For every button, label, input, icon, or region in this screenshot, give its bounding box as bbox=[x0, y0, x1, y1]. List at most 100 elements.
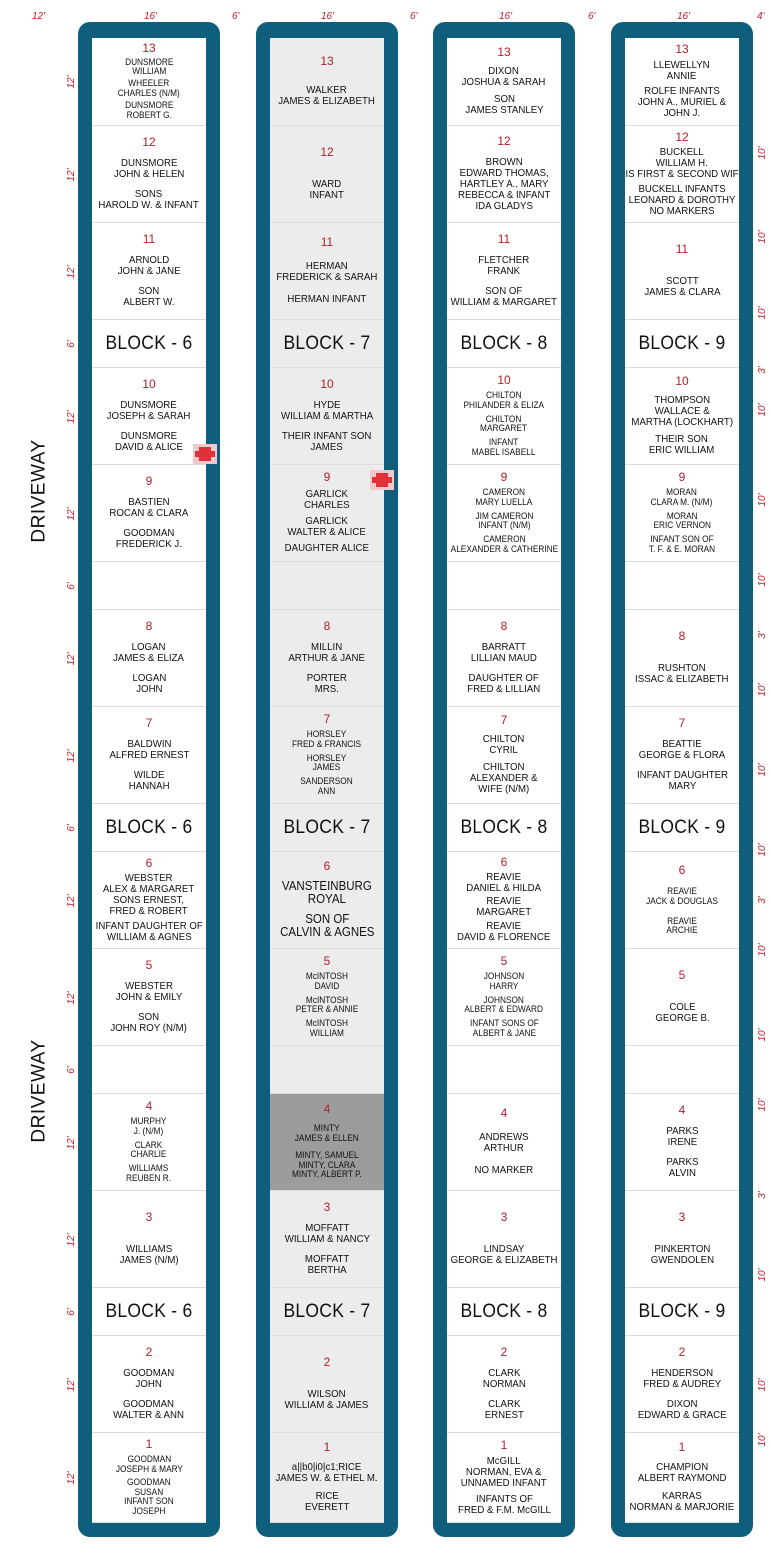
plot-cell[interactable]: 13 LLEWELLYN ANNIE ROLFE INFANTS JOHN A., MU… bbox=[625, 38, 739, 126]
interment-name: CHARLIE bbox=[131, 1149, 167, 1160]
plot-cell[interactable]: 5 JOHNSON HARRY JOHNSON ALBERT & EDWARD INFAN… bbox=[447, 949, 561, 1046]
interment-name: T. F. & E. MORAN bbox=[648, 543, 716, 554]
plot-cell[interactable]: 7 CHILTON CYRIL CHILTON ALEXANDER & WIFE (N/M… bbox=[447, 707, 561, 804]
interment-name: DAUGHTER OF bbox=[468, 672, 540, 684]
plot-cell[interactable]: 6 REAVIE JACK & DOUGLAS REAVIE ARCHIE bbox=[625, 852, 739, 949]
interment-group: PARKS ALVIN bbox=[665, 1157, 700, 1179]
plot-content: 1 a||b0|i0|c1;RICE JAMES W. & ETHEL M. RICE… bbox=[270, 1433, 384, 1523]
plot-cell[interactable]: 3 WILLIAMS JAMES (N/M) bbox=[92, 1191, 206, 1288]
plot-cell[interactable]: 4 PARKS IRENE PARKS ALVIN bbox=[625, 1094, 739, 1191]
plot-cell[interactable]: 4 MURPHY J. (N/M) CLARK CHARLIE WILLIAMS REUBE… bbox=[92, 1094, 206, 1191]
plot-cell[interactable]: 4 MINTY JAMES & ELLEN MINTY, SAMUEL MINTY, C… bbox=[270, 1094, 384, 1191]
plot-cell[interactable]: 12 BUCKELL WILLIAM H. HIS FIRST & SECOND WI… bbox=[625, 126, 739, 223]
plot-cell[interactable]: 11 HERMAN FREDERICK & SARAH HERMAN INFANT bbox=[270, 223, 384, 320]
plot-cell[interactable]: 2 HENDERSON FRED & AUDREY DIXON EDWARD & GRA… bbox=[625, 1336, 739, 1433]
interment-group: MURPHY J. (N/M) bbox=[129, 1117, 168, 1136]
plot-cell[interactable]: 7 HORSLEY FRED & FRANCIS HORSLEY JAMES SANDER… bbox=[270, 707, 384, 804]
plot-cell[interactable]: 7 BALDWIN ALFRED ERNEST WILDE HANNAH bbox=[92, 707, 206, 804]
plot-cell[interactable]: 7 BEATTIE GEORGE & FLORA INFANT DAUGHTER MAR… bbox=[625, 707, 739, 804]
interment-name: INFANT SON bbox=[124, 1496, 174, 1506]
block-label-cell: BLOCK - 6 bbox=[92, 320, 206, 368]
plot-cell[interactable]: 5 McINTOSH DAVID McINTOSH PETER & ANNIE McINT… bbox=[270, 949, 384, 1046]
plot-cell[interactable]: 3 LINDSAY GEORGE & ELIZABETH bbox=[447, 1191, 561, 1288]
interment-name: JOHN A., MURIEL & bbox=[637, 96, 727, 108]
interment-name: HIS FIRST & SECOND WIFE bbox=[625, 168, 739, 180]
cell-divider bbox=[447, 125, 561, 126]
plot-cell[interactable]: 9 GARLICK CHARLES GARLICK WALTER & ALICE DAUG… bbox=[270, 465, 384, 562]
plot-cell[interactable]: 6 VANSTEINBURG ROYAL SON OF CALVIN & AGNES bbox=[270, 852, 384, 949]
plot-cell[interactable]: 10 CHILTON PHILANDER & ELIZA CHILTON MARGARE… bbox=[447, 368, 561, 465]
interment-name: CLARK bbox=[487, 1367, 521, 1379]
interment-name: NORMAN, EVA & bbox=[466, 1466, 542, 1478]
plot-cell[interactable]: 3 MOFFATT WILLIAM & NANCY MOFFATT BERTHA bbox=[270, 1191, 384, 1288]
plot-cell[interactable]: 10 HYDE WILLIAM & MARTHA THEIR INFANT SON JA… bbox=[270, 368, 384, 465]
interment-group: PINKERTON GWENDOLEN bbox=[648, 1243, 717, 1266]
plot-content: 5 McINTOSH DAVID McINTOSH PETER & ANNIE McINT… bbox=[270, 949, 384, 1046]
plot-cell[interactable]: 9 BASTIEN ROCAN & CLARA GOODMAN FREDERICK J. bbox=[92, 465, 206, 562]
plot-cell[interactable]: 9 CAMERON MARY LUELLA JIM CAMERON INFANT (N/… bbox=[447, 465, 561, 562]
plot-cell[interactable]: 11 FLETCHER FRANK SON OF WILLIAM & MARGARET bbox=[447, 223, 561, 320]
plot-cell[interactable]: 13 WALKER JAMES & ELIZABETH bbox=[270, 38, 384, 126]
plot-cell[interactable]: 8 MILLIN ARTHUR & JANE PORTER MRS. bbox=[270, 610, 384, 707]
interment-name: WALTER & ANN bbox=[113, 1409, 185, 1421]
plot-cell[interactable]: 8 RUSHTON ISSAC & ELIZABETH bbox=[625, 610, 739, 707]
interment-name: JOSHUA & SARAH bbox=[462, 75, 546, 88]
interment-name: MARY bbox=[668, 780, 696, 792]
plot-cell[interactable]: 4 ANDREWS ARTHUR NO MARKER bbox=[447, 1094, 561, 1191]
plot-content: 8 RUSHTON ISSAC & ELIZABETH bbox=[625, 610, 739, 707]
plot-number: 3 bbox=[500, 1210, 508, 1225]
plot-cell[interactable]: 12 WARD INFANT bbox=[270, 126, 384, 223]
plot-cell[interactable]: 8 LOGAN JAMES & ELIZA LOGAN JOHN bbox=[92, 610, 206, 707]
plot-cell[interactable]: 3 PINKERTON GWENDOLEN bbox=[625, 1191, 739, 1288]
plot-cell[interactable]: 1 GOODMAN JOSEPH & MARY GOODMAN SUSAN INFANT … bbox=[92, 1433, 206, 1523]
interment-name: INFANT bbox=[309, 188, 345, 201]
plot-number: 10 bbox=[320, 377, 334, 391]
plot-cell[interactable]: 6 WEBSTER ALEX & MARGARET SONS ERNEST, FRED … bbox=[92, 852, 206, 949]
plot-content: 3 LINDSAY GEORGE & ELIZABETH bbox=[447, 1191, 561, 1288]
plot-cell[interactable]: 13 DUNSMORE WILLIAM WHEELER CHARLES (N/M) DUN… bbox=[92, 38, 206, 126]
interment-name: INFANT bbox=[489, 437, 519, 448]
cell-divider bbox=[270, 1522, 384, 1523]
plot-cell[interactable]: 8 BARRATT LILLIAN MAUD DAUGHTER OF FRED & LI… bbox=[447, 610, 561, 707]
plot-cell[interactable]: 10 THOMPSON WALLACE & MARTHA (LOCKHART) THEI… bbox=[625, 368, 739, 465]
cell-divider bbox=[92, 319, 206, 320]
interment-name: SON OF bbox=[485, 285, 523, 297]
interment-name: JAMES & CLARA bbox=[643, 285, 721, 298]
plot-cell[interactable]: 1 a||b0|i0|c1;RICE JAMES W. & ETHEL M. RICE… bbox=[270, 1433, 384, 1523]
interment-name: WILLIAMS bbox=[129, 1163, 169, 1174]
interment-name: FRED & LILLIAN bbox=[467, 683, 541, 695]
interment-name: WILLIAM & MARTHA bbox=[280, 410, 374, 422]
plot-cell[interactable]: 2 GOODMAN JOHN GOODMAN WALTER & ANN bbox=[92, 1336, 206, 1433]
interment-group: SON ALBERT W. bbox=[121, 286, 177, 308]
cell-divider bbox=[447, 948, 561, 949]
plot-cell[interactable]: 9 MORAN CLARA M. (N/M) MORAN ERIC VERNON INFA… bbox=[625, 465, 739, 562]
cell-divider bbox=[447, 222, 561, 223]
left-dimension-label: 12' bbox=[66, 1135, 77, 1150]
cell-divider bbox=[270, 948, 384, 949]
plot-cell[interactable]: 6 REAVIE DANIEL & HILDA REAVIE MARGARET REAVI… bbox=[447, 852, 561, 949]
plot-cell[interactable]: 5 COLE GEORGE B. bbox=[625, 949, 739, 1046]
plot-cell[interactable]: 13 DIXON JOSHUA & SARAH SON JAMES STANLEY bbox=[447, 38, 561, 126]
plot-cell[interactable]: 1 McGILL NORMAN, EVA & UNNAMED INFANT INFANT… bbox=[447, 1433, 561, 1523]
interment-name: FRED & ROBERT bbox=[109, 905, 189, 917]
cell-divider bbox=[625, 1432, 739, 1433]
cell-divider bbox=[625, 803, 739, 804]
plot-content: 9 GARLICK CHARLES GARLICK WALTER & ALICE DAUG… bbox=[270, 465, 384, 562]
plot-cell[interactable]: 2 WILSON WILLIAM & JAMES bbox=[270, 1336, 384, 1433]
cell-divider bbox=[270, 1335, 384, 1336]
plot-content: 11 FLETCHER FRANK SON OF WILLIAM & MARGARET bbox=[447, 223, 561, 320]
interment-group: PARKS IRENE bbox=[665, 1126, 700, 1148]
left-dimension-label: 12' bbox=[66, 651, 77, 666]
right-dimension-label: 10' bbox=[757, 843, 768, 857]
plot-cell[interactable]: 5 WEBSTER JOHN & EMILY SON JOHN ROY (N/M) bbox=[92, 949, 206, 1046]
plot-cell[interactable]: 11 ARNOLD JOHN & JANE SON ALBERT W. bbox=[92, 223, 206, 320]
interment-name: VANSTEINBURG bbox=[282, 879, 372, 893]
plot-content: 12 BUCKELL WILLIAM H. HIS FIRST & SECOND WI… bbox=[625, 126, 739, 223]
plot-cell[interactable]: 1 CHAMPION ALBERT RAYMOND KARRAS NORMAN & MA… bbox=[625, 1433, 739, 1523]
plot-cell[interactable]: 12 BROWN EDWARD THOMAS, HARTLEY A., MARY REB… bbox=[447, 126, 561, 223]
plot-cell[interactable]: 2 CLARK NORMAN CLARK ERNEST bbox=[447, 1336, 561, 1433]
plot-content: 3 MOFFATT WILLIAM & NANCY MOFFATT BERTHA bbox=[270, 1191, 384, 1288]
plot-cell[interactable]: 10 DUNSMORE JOSEPH & SARAH DUNSMORE DAVID & … bbox=[92, 368, 206, 465]
plot-cell[interactable]: 12 DUNSMORE JOHN & HELEN SONS HAROLD W. & IN… bbox=[92, 126, 206, 223]
plot-cell[interactable]: 11 SCOTT JAMES & CLARA bbox=[625, 223, 739, 320]
